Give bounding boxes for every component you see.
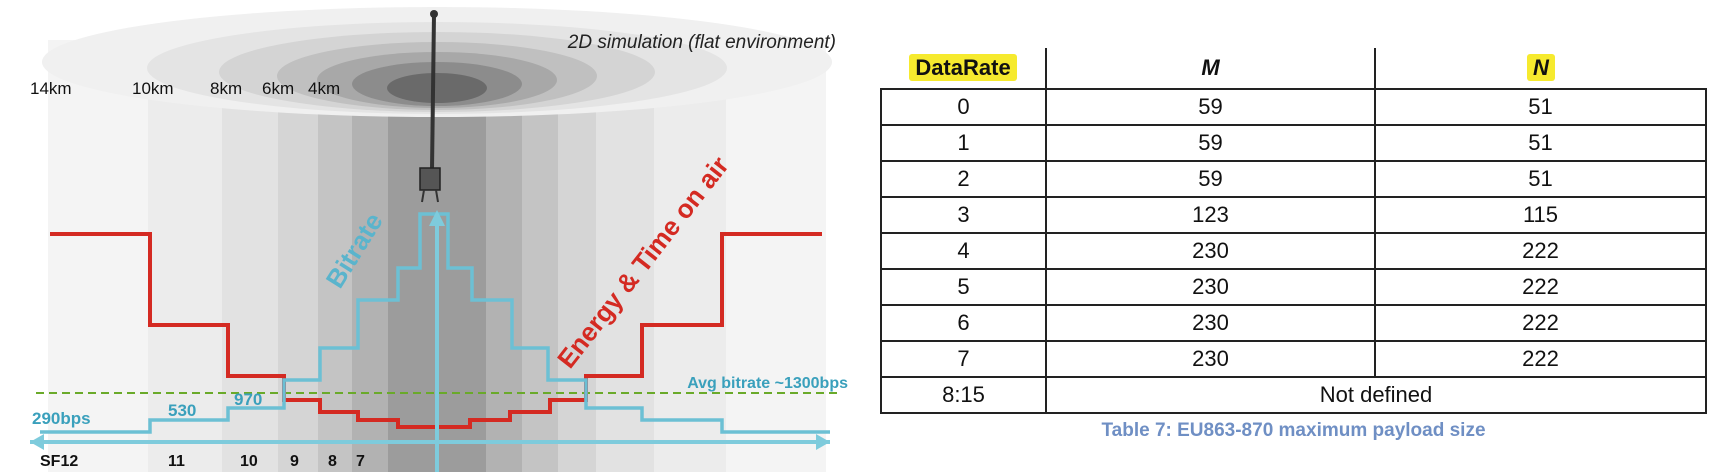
table-caption: Table 7: EU863-870 maximum payload size — [1101, 420, 1486, 441]
table-row: 2 59 51 — [880, 161, 1707, 198]
coverage-diagram: 2D simulation (flat environment) 14km 10… — [30, 7, 848, 472]
header-m: M — [1046, 48, 1376, 90]
axes — [30, 210, 830, 472]
table-row: 7 230 222 — [880, 341, 1707, 378]
sf-labels: SF12 11 10 9 8 7 — [40, 453, 365, 470]
table-row: 8:15 Not defined — [880, 377, 1707, 414]
sf-label: SF12 — [40, 453, 78, 470]
diagram-title: 2D simulation (flat environment) — [567, 32, 836, 53]
cell-not-defined: Not defined — [1046, 377, 1707, 414]
sf-label: 9 — [290, 453, 299, 470]
cell-datarate: 1 — [880, 125, 1047, 162]
cell-n: 51 — [1375, 161, 1707, 198]
cell-datarate: 8:15 — [880, 377, 1047, 414]
bitrate-value: 530 — [168, 401, 196, 420]
cell-m: 59 — [1046, 125, 1376, 162]
cell-datarate: 6 — [880, 305, 1047, 342]
sf-label: 10 — [240, 453, 258, 470]
sf-label: 8 — [328, 453, 337, 470]
cell-datarate: 5 — [880, 269, 1047, 306]
cell-m: 59 — [1046, 161, 1376, 198]
distance-label: 10km — [132, 79, 174, 98]
table-row: 3 123 115 — [880, 197, 1707, 234]
distance-label: 14km — [30, 79, 72, 98]
cell-m: 230 — [1046, 233, 1376, 270]
bitrate-values: 290bps 530 970 — [32, 390, 262, 428]
cell-n: 115 — [1375, 197, 1707, 234]
cell-n: 222 — [1375, 341, 1707, 378]
table-header-row: DataRate M N — [881, 48, 1706, 90]
bitrate-value: 290bps — [32, 409, 91, 428]
cell-n: 222 — [1375, 269, 1707, 306]
sf-label: 7 — [356, 453, 365, 470]
energy-curve — [50, 232, 822, 429]
cell-datarate: 7 — [880, 341, 1047, 378]
cell-n: 51 — [1375, 125, 1707, 162]
distance-labels: 14km 10km 8km 6km 4km — [30, 79, 340, 98]
cell-m: 123 — [1046, 197, 1376, 234]
gateway-antenna-icon — [419, 10, 441, 203]
cell-datarate: 3 — [880, 197, 1047, 234]
cell-datarate: 2 — [880, 161, 1047, 198]
table-row: 1 59 51 — [880, 125, 1707, 162]
cell-m: 230 — [1046, 269, 1376, 306]
cell-m: 230 — [1046, 341, 1376, 378]
cell-n: 51 — [1375, 89, 1707, 126]
table-row: 5 230 222 — [880, 269, 1707, 306]
header-datarate: DataRate — [881, 48, 1047, 90]
cell-datarate: 4 — [880, 233, 1047, 270]
header-n: N — [1375, 48, 1706, 90]
cell-n: 222 — [1375, 233, 1707, 270]
cell-datarate: 0 — [880, 89, 1047, 126]
avg-bitrate-label: Avg bitrate ~1300bps — [687, 375, 848, 392]
distance-label: 4km — [308, 79, 340, 98]
distance-label: 6km — [262, 79, 294, 98]
table-row: 0 59 51 — [880, 89, 1707, 126]
bitrate-curve — [40, 212, 830, 434]
sf-label: 11 — [168, 453, 185, 470]
payload-table-panel: DataRate M N 0 59 51 1 59 51 2 59 51 3 — [880, 48, 1720, 442]
cell-m: 230 — [1046, 305, 1376, 342]
ring-core — [387, 73, 487, 103]
distance-label: 8km — [210, 79, 242, 98]
payload-table: DataRate M N 0 59 51 1 59 51 2 59 51 3 — [880, 48, 1707, 414]
table-row: 6 230 222 — [880, 305, 1707, 342]
cell-n: 222 — [1375, 305, 1707, 342]
bitrate-value: 970 — [234, 390, 262, 409]
table-row: 4 230 222 — [880, 233, 1707, 270]
cell-m: 59 — [1046, 89, 1376, 126]
